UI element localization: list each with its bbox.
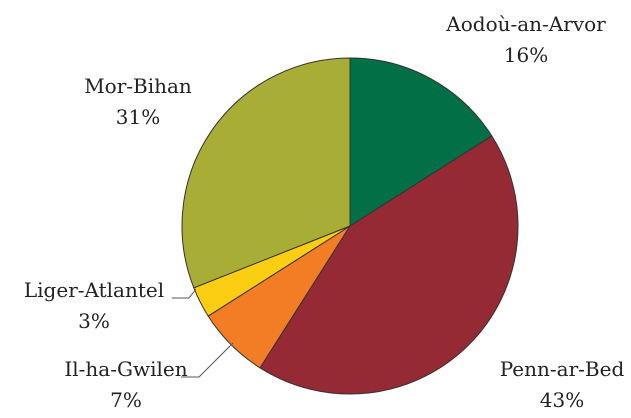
slice-percent-mor-bihan: 31%	[116, 105, 160, 129]
slice-percent-penn-ar-bed: 43%	[540, 388, 584, 412]
leader-line-il-ha-gwilen	[181, 342, 234, 378]
slice-labels: Aodoù-an-Arvor 16% Penn-ar-Bed 43% Il-ha…	[24, 12, 625, 412]
slice-name-il-ha-gwilen: Il-ha-Gwilen	[64, 357, 187, 381]
slice-percent-aodou-an-arvor: 16%	[504, 43, 548, 67]
pie-slice-aodo-an-arvor	[349, 57, 493, 227]
slice-name-mor-bihan: Mor-Bihan	[84, 74, 192, 98]
pie-slices	[181, 57, 519, 395]
leader-line-liger-atlantel	[172, 288, 197, 299]
pie-slice-mor-bihan	[181, 57, 351, 289]
leader-lines	[172, 288, 234, 378]
slice-percent-il-ha-gwilen: 7%	[110, 388, 142, 412]
slice-name-penn-ar-bed: Penn-ar-Bed	[500, 357, 625, 381]
pie-slice-penn-ar-bed	[259, 135, 519, 395]
slice-percent-liger-atlantel: 3%	[78, 309, 110, 333]
slice-name-aodou-an-arvor: Aodoù-an-Arvor	[445, 12, 606, 36]
slice-name-liger-atlantel: Liger-Atlantel	[24, 278, 164, 302]
